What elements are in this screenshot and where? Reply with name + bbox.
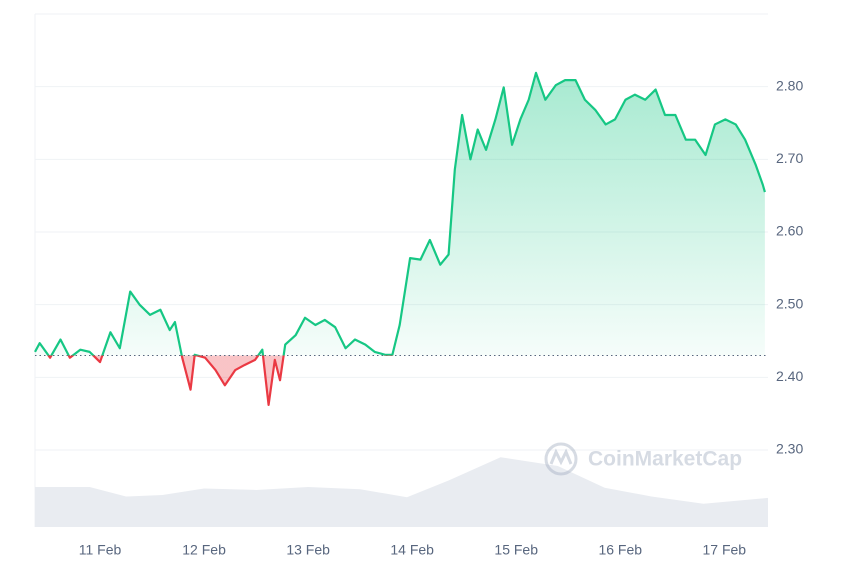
x-tick-label: 17 Feb (703, 542, 747, 558)
price-area (35, 72, 765, 405)
x-tick-label: 14 Feb (390, 542, 434, 558)
x-tick-label: 16 Feb (598, 542, 642, 558)
x-tick-label: 13 Feb (286, 542, 330, 558)
x-tick-label: 12 Feb (182, 542, 226, 558)
y-tick-label: 2.30 (776, 441, 803, 457)
watermark: CoinMarketCap (544, 442, 742, 476)
y-tick-label: 2.80 (776, 77, 803, 93)
volume-area (35, 457, 768, 527)
y-tick-label: 2.70 (776, 150, 803, 166)
watermark-text: CoinMarketCap (588, 448, 742, 471)
y-tick-label: 2.60 (776, 223, 803, 239)
x-tick-label: 11 Feb (79, 542, 122, 558)
y-tick-label: 2.40 (776, 368, 803, 384)
y-tick-label: 2.50 (776, 295, 803, 311)
watermark-logo-mark (549, 448, 573, 466)
watermark-logo (544, 442, 578, 476)
price-line (34, 71, 766, 407)
x-tick-label: 15 Feb (494, 542, 538, 558)
